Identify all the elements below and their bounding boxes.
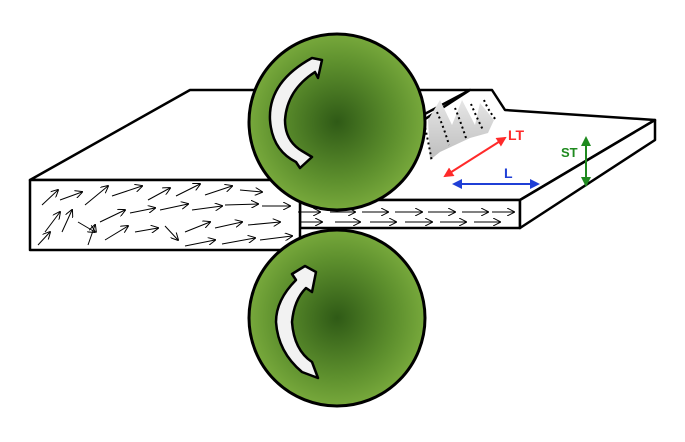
l-label: L (504, 165, 513, 181)
grain-arrows-random (37, 184, 292, 247)
curved-arrow-icon (268, 56, 324, 170)
bottom-roller (247, 228, 427, 408)
grain-arrows-aligned (298, 212, 514, 222)
top-roller (247, 32, 427, 212)
st-label: ST (561, 145, 578, 160)
curved-arrow-icon (274, 264, 320, 380)
lt-arrow (443, 136, 507, 178)
lt-label: LT (508, 127, 525, 143)
